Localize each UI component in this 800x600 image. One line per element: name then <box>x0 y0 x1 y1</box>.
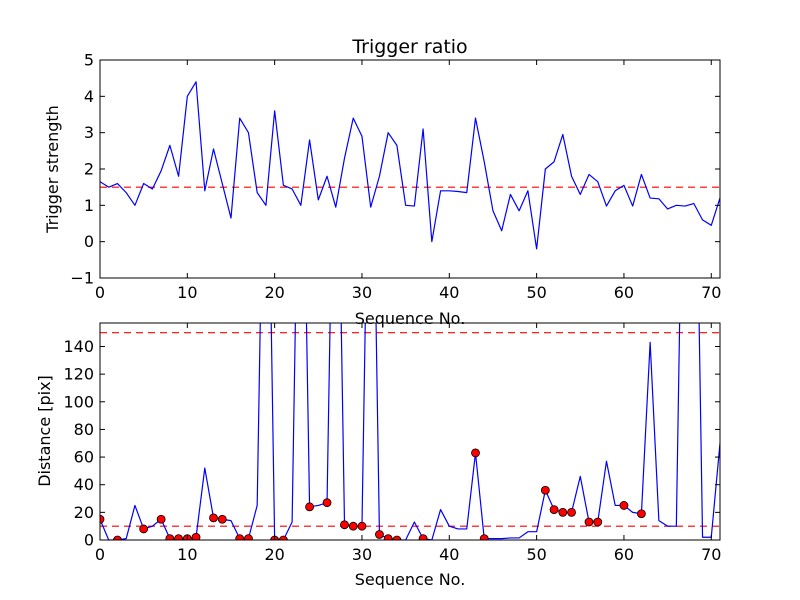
distance-data-point <box>558 507 568 517</box>
distance-data-point <box>235 534 245 540</box>
distance-data-point <box>540 485 550 495</box>
distance-data-point <box>113 535 122 540</box>
trigger-x-tick-label: 60 <box>614 283 634 302</box>
distance-data-point <box>278 535 288 540</box>
distance-data-point <box>471 448 480 458</box>
distance-data-point <box>191 532 201 540</box>
distance-y-axis-label: Distance [pix] <box>35 375 54 487</box>
distance-y-tick-label: 80 <box>74 420 94 439</box>
trigger-y-tick-label: 0 <box>84 232 94 251</box>
distance-data-point <box>322 498 332 508</box>
distance-y-tick-label: 140 <box>63 337 94 356</box>
distance-x-tick-label: 0 <box>95 545 105 564</box>
distance-axis-ticks: 0 10 20 30 40 50 60 70 0 20 40 60 80 100 120 140 <box>63 323 721 564</box>
distance-x-axis-label: Sequence No. <box>355 570 466 589</box>
distance-x-tick-label: 10 <box>177 545 197 564</box>
trigger-y-tick-label: 1 <box>84 196 94 215</box>
distance-x-tick-label: 50 <box>526 545 546 564</box>
distance-x-tick-label: 40 <box>439 545 459 564</box>
distance-data-point <box>392 535 402 540</box>
trigger-y-tick-label: 3 <box>84 123 94 142</box>
distance-data-point <box>418 534 428 540</box>
distance-data-point <box>340 520 349 530</box>
trigger-x-tick-label: 0 <box>95 283 105 302</box>
distance-y-tick-label: 0 <box>84 531 94 550</box>
trigger-x-axis-label: Sequence No. <box>355 309 466 328</box>
distance-series-line <box>100 323 720 540</box>
distance-y-tick-label: 60 <box>74 448 94 467</box>
distance-data-point <box>619 501 629 510</box>
distance-data-point <box>174 534 183 540</box>
distance-data-point <box>305 502 314 512</box>
distance-data-point <box>139 524 149 534</box>
distance-y-tick-label: 20 <box>74 503 94 522</box>
distance-data-point <box>156 514 166 524</box>
distance-x-tick-label: 20 <box>264 545 284 564</box>
distance-data-point <box>348 521 358 531</box>
distance-data-point <box>357 521 367 531</box>
distance-x-tick-label: 30 <box>352 545 372 564</box>
trigger-plot-area <box>100 81 720 250</box>
trigger-axes-frame <box>99 59 721 279</box>
distance-axes-frame <box>99 322 721 541</box>
distance-plot-area <box>100 323 720 540</box>
trigger-series-line <box>100 81 720 250</box>
distance-data-point <box>584 517 594 527</box>
distance-y-tick-label: 40 <box>74 475 94 494</box>
chart-title: Trigger ratio <box>351 36 467 58</box>
distance-y-tick-label: 120 <box>63 365 94 384</box>
trigger-y-tick-label: −1 <box>70 269 94 288</box>
distance-y-tick-label: 100 <box>63 392 94 411</box>
distance-data-point <box>549 505 559 514</box>
trigger-y-tick-label: 5 <box>84 51 94 70</box>
distance-x-tick-label: 60 <box>614 545 634 564</box>
distance-data-point <box>244 534 253 540</box>
distance-x-tick-label: 70 <box>701 545 721 564</box>
trigger-y-axis-label: Trigger strength <box>43 105 62 234</box>
trigger-x-tick-label: 50 <box>526 283 546 302</box>
distance-data-point <box>100 514 105 524</box>
distance-data-point <box>209 513 218 523</box>
distance-data-point <box>217 514 227 524</box>
trigger-x-tick-label: 40 <box>439 283 459 302</box>
trigger-x-tick-label: 10 <box>177 283 197 302</box>
trigger-y-tick-label: 2 <box>84 160 94 179</box>
trigger-x-tick-label: 20 <box>264 283 284 302</box>
distance-data-point <box>637 509 646 519</box>
distance-data-point <box>165 534 175 540</box>
distance-subplot: 0 10 20 30 40 50 60 70 0 20 40 60 80 100 120 140 Sequen… <box>35 322 721 589</box>
trigger-x-tick-label: 30 <box>352 283 372 302</box>
trigger-y-tick-label: 4 <box>84 87 94 106</box>
distance-data-point <box>593 517 603 527</box>
distance-data-point <box>567 507 576 517</box>
trigger-x-tick-label: 70 <box>701 283 721 302</box>
distance-data-point <box>383 534 393 540</box>
distance-data-point <box>479 534 489 540</box>
distance-data-point <box>375 530 384 539</box>
